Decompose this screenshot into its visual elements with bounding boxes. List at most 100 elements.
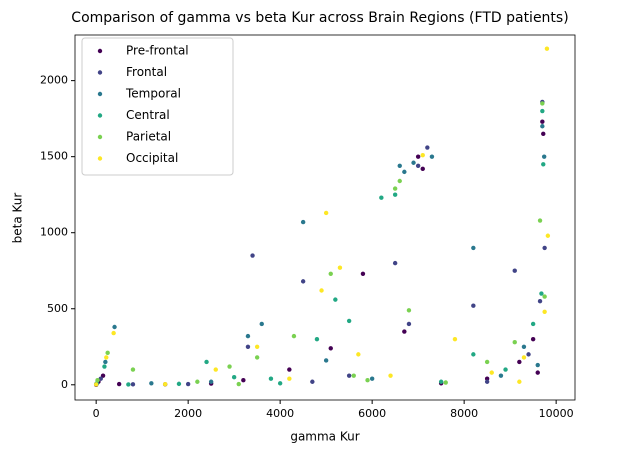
point bbox=[484, 379, 490, 384]
point bbox=[517, 359, 522, 365]
point bbox=[356, 352, 361, 357]
legend-label: Central bbox=[126, 108, 170, 122]
point bbox=[392, 186, 398, 191]
point bbox=[541, 131, 546, 137]
point bbox=[535, 370, 540, 375]
point bbox=[484, 359, 490, 365]
point bbox=[415, 154, 421, 159]
point bbox=[346, 373, 352, 378]
point bbox=[541, 154, 547, 159]
point bbox=[471, 352, 476, 357]
point bbox=[540, 119, 545, 124]
point bbox=[540, 108, 545, 114]
point bbox=[392, 192, 398, 197]
y-tick-label: 1000 bbox=[40, 226, 68, 239]
x-axis-label: gamma Kur bbox=[290, 430, 359, 444]
point bbox=[300, 219, 306, 225]
point bbox=[521, 355, 527, 360]
point bbox=[411, 160, 416, 165]
point bbox=[452, 336, 458, 342]
point bbox=[512, 268, 517, 273]
point bbox=[245, 344, 251, 349]
point bbox=[406, 308, 412, 313]
point bbox=[517, 379, 522, 384]
point bbox=[176, 381, 182, 387]
point bbox=[420, 152, 425, 158]
y-tick-label: 2000 bbox=[40, 74, 68, 87]
point bbox=[116, 381, 122, 387]
point bbox=[105, 350, 110, 356]
point bbox=[112, 324, 117, 330]
point bbox=[231, 374, 237, 380]
point bbox=[126, 382, 131, 387]
point bbox=[111, 330, 116, 336]
point bbox=[542, 294, 547, 299]
point bbox=[208, 379, 214, 384]
point bbox=[287, 367, 292, 372]
point bbox=[323, 210, 329, 216]
y-tick-label: 0 bbox=[61, 378, 68, 391]
point bbox=[277, 381, 283, 386]
point bbox=[204, 359, 209, 365]
point bbox=[542, 309, 547, 314]
point bbox=[397, 163, 402, 168]
x-tick-label: 6000 bbox=[358, 407, 386, 420]
point bbox=[535, 362, 540, 368]
point bbox=[540, 101, 545, 106]
point bbox=[537, 298, 543, 304]
y-axis-label: beta Kur bbox=[11, 193, 25, 244]
point bbox=[213, 367, 218, 372]
point bbox=[185, 381, 191, 387]
point bbox=[351, 373, 356, 378]
point bbox=[402, 169, 407, 175]
point bbox=[236, 381, 241, 387]
point bbox=[544, 46, 550, 51]
point bbox=[245, 333, 251, 339]
point bbox=[429, 154, 435, 159]
point bbox=[104, 355, 109, 360]
point bbox=[291, 333, 297, 339]
point bbox=[102, 364, 107, 369]
point bbox=[443, 380, 448, 385]
plot-frame bbox=[74, 34, 576, 401]
point bbox=[489, 370, 494, 375]
x-tick-label: 10000 bbox=[539, 407, 574, 420]
point bbox=[388, 373, 393, 378]
legend-label: Pre-frontal bbox=[126, 44, 189, 58]
point bbox=[369, 376, 375, 381]
point bbox=[379, 195, 384, 200]
point bbox=[360, 271, 366, 276]
point bbox=[227, 364, 232, 369]
legend-label: Parietal bbox=[126, 130, 171, 144]
point bbox=[397, 178, 402, 184]
point bbox=[438, 379, 444, 384]
point bbox=[333, 297, 338, 302]
point bbox=[310, 379, 315, 384]
point bbox=[287, 376, 292, 381]
point bbox=[130, 382, 136, 387]
point bbox=[498, 373, 504, 378]
x-tick-label: 4000 bbox=[266, 407, 294, 420]
point bbox=[241, 378, 246, 383]
legend-label: Frontal bbox=[126, 65, 167, 79]
point bbox=[254, 344, 260, 349]
point bbox=[539, 291, 544, 296]
point bbox=[425, 145, 430, 150]
point bbox=[93, 382, 99, 387]
point bbox=[162, 381, 168, 387]
legend-marker bbox=[97, 70, 103, 75]
chart-title: Comparison of gamma vs beta Kur across B… bbox=[71, 10, 568, 26]
point bbox=[503, 367, 508, 372]
point bbox=[365, 378, 370, 383]
point bbox=[95, 378, 100, 383]
legend-label: Temporal bbox=[125, 87, 181, 101]
point bbox=[250, 253, 255, 258]
point bbox=[471, 245, 476, 251]
point bbox=[545, 233, 551, 238]
legend-marker bbox=[97, 113, 103, 118]
legend-box bbox=[81, 37, 234, 176]
point bbox=[541, 162, 546, 167]
point bbox=[521, 344, 527, 349]
legend-marker bbox=[97, 91, 103, 97]
